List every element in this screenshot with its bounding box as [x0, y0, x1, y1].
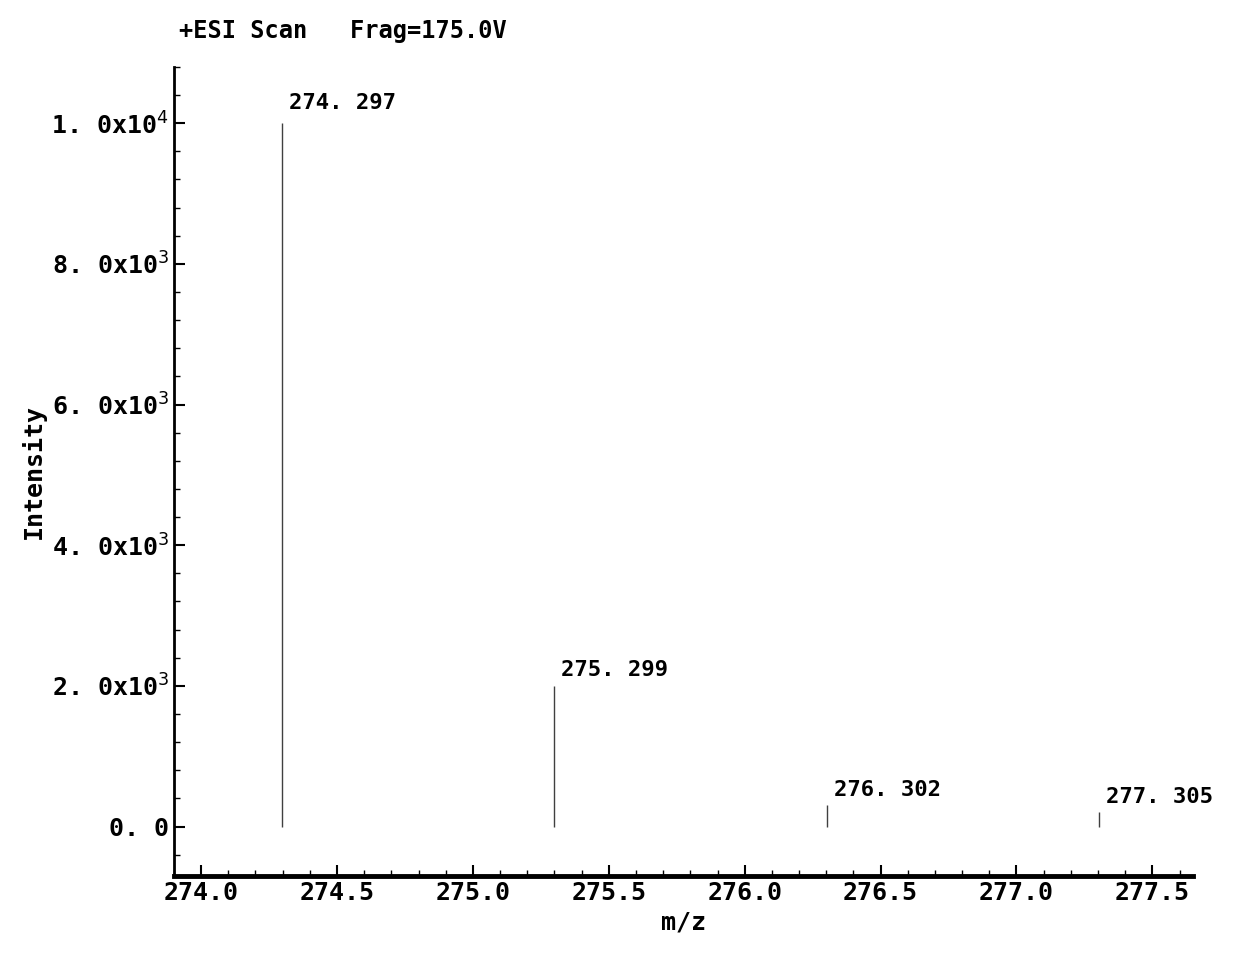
X-axis label: m/z: m/z — [662, 910, 706, 934]
Text: 275. 299: 275. 299 — [561, 660, 668, 680]
Text: 276. 302: 276. 302 — [834, 780, 940, 799]
Text: +ESI Scan   Frag=175.0V: +ESI Scan Frag=175.0V — [180, 19, 507, 43]
Y-axis label: Intensity: Intensity — [21, 404, 46, 539]
Text: 274. 297: 274. 297 — [289, 93, 395, 113]
Text: 277. 305: 277. 305 — [1106, 787, 1213, 807]
